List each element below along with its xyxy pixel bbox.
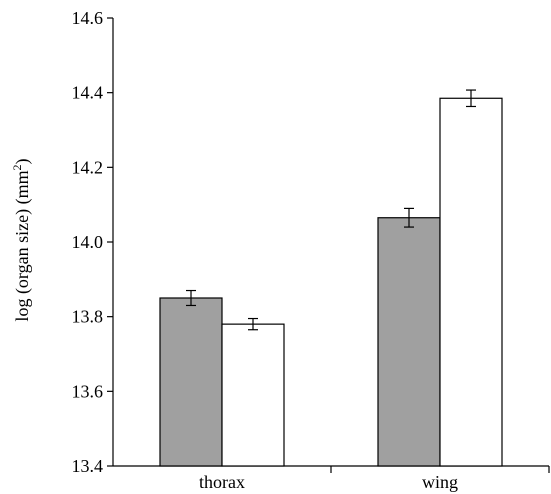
y-axis-title: log (organ size) (mm2) (10, 158, 33, 321)
bar-wing-1 (377, 217, 441, 467)
y-tick-label: 14.4 (72, 83, 104, 103)
y-axis-title-suffix: ) (12, 158, 33, 164)
bar-thorax-1 (159, 297, 223, 467)
y-tick-label: 14.2 (72, 157, 104, 177)
y-tick-label: 13.8 (72, 307, 104, 327)
bar-thorax-2 (221, 323, 285, 467)
y-tick-label: 14.0 (72, 232, 104, 252)
plot-area: 13.4 13.6 13.8 14.0 14.2 14.4 14.6 thorax wing (72, 8, 550, 492)
y-tick-label: 13.4 (72, 456, 104, 476)
bar-wing-2 (439, 97, 503, 467)
x-tick-label: thorax (199, 472, 245, 492)
y-axis-title-superscript: 2 (10, 164, 24, 170)
y-axis-title-main: log (organ size) (mm (12, 170, 33, 321)
y-tick-label: 14.6 (72, 8, 104, 28)
y-tick-label: 13.6 (72, 381, 104, 401)
x-tick-label: wing (422, 472, 458, 492)
